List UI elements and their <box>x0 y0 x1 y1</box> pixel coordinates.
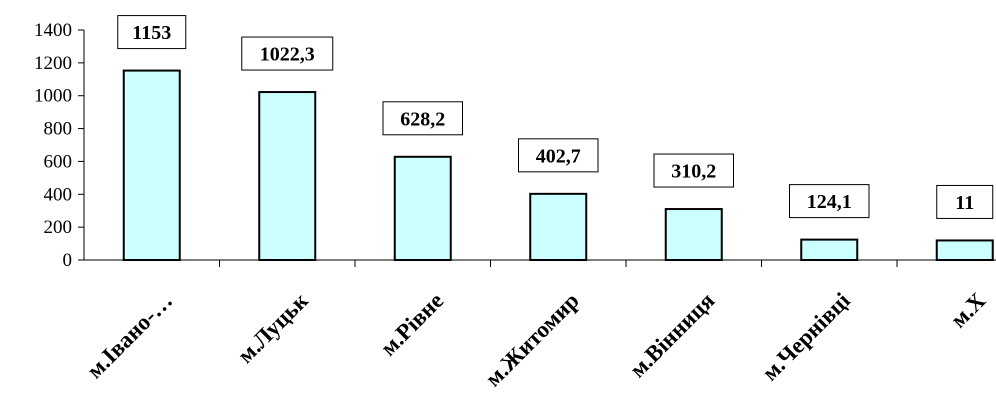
bars <box>122 69 994 262</box>
bar <box>529 192 588 262</box>
data-label-box <box>936 184 994 219</box>
data-label: 310,2 <box>671 161 716 183</box>
y-tick-label: 600 <box>44 151 73 172</box>
category-labels: м.Івано-… м.Луцьк м.Рівне м.Житомир м.Вінниц… <box>82 287 991 391</box>
bar <box>800 238 859 261</box>
category-label: м.Вінниця <box>625 288 719 382</box>
data-label-box <box>653 153 734 188</box>
category-label: м.Житомир <box>480 288 583 391</box>
data-labels: 1153 1022,3 628,2 402,7 310,2 124,1 11 <box>117 15 994 219</box>
y-tick-label: 1400 <box>34 20 72 41</box>
category-label: м.Рівне <box>376 288 449 361</box>
y-tick-label: 1000 <box>34 86 72 107</box>
data-label: 1022,3 <box>260 44 315 66</box>
category-label: м.Х <box>946 288 991 333</box>
data-label: 628,2 <box>400 108 445 130</box>
data-label-box <box>241 36 334 71</box>
data-label-box <box>518 138 599 173</box>
data-label-box <box>789 184 870 219</box>
y-tick-label: 400 <box>44 184 73 205</box>
y-tick-label: 800 <box>44 119 73 140</box>
data-label: 11 <box>955 192 974 214</box>
bar <box>258 91 317 261</box>
x-axis <box>84 259 996 267</box>
category-label: м.Луцьк <box>233 287 314 368</box>
y-tick-label: 1200 <box>34 53 72 74</box>
data-label: 124,1 <box>807 191 852 213</box>
category-label: м.Івано-… <box>82 288 177 383</box>
bar <box>122 69 181 262</box>
data-label-box <box>117 15 187 50</box>
y-tick-label: 0 <box>63 250 73 271</box>
y-axis: 0 200 400 600 800 1000 1200 1400 <box>34 20 85 271</box>
y-tick-label: 200 <box>44 217 73 238</box>
data-label: 1153 <box>132 22 171 44</box>
category-label: м.Чернівці <box>757 287 855 385</box>
bar <box>935 239 994 261</box>
data-label: 402,7 <box>536 145 581 167</box>
data-label-box <box>382 101 463 136</box>
bar <box>664 208 723 262</box>
bar <box>393 155 452 261</box>
